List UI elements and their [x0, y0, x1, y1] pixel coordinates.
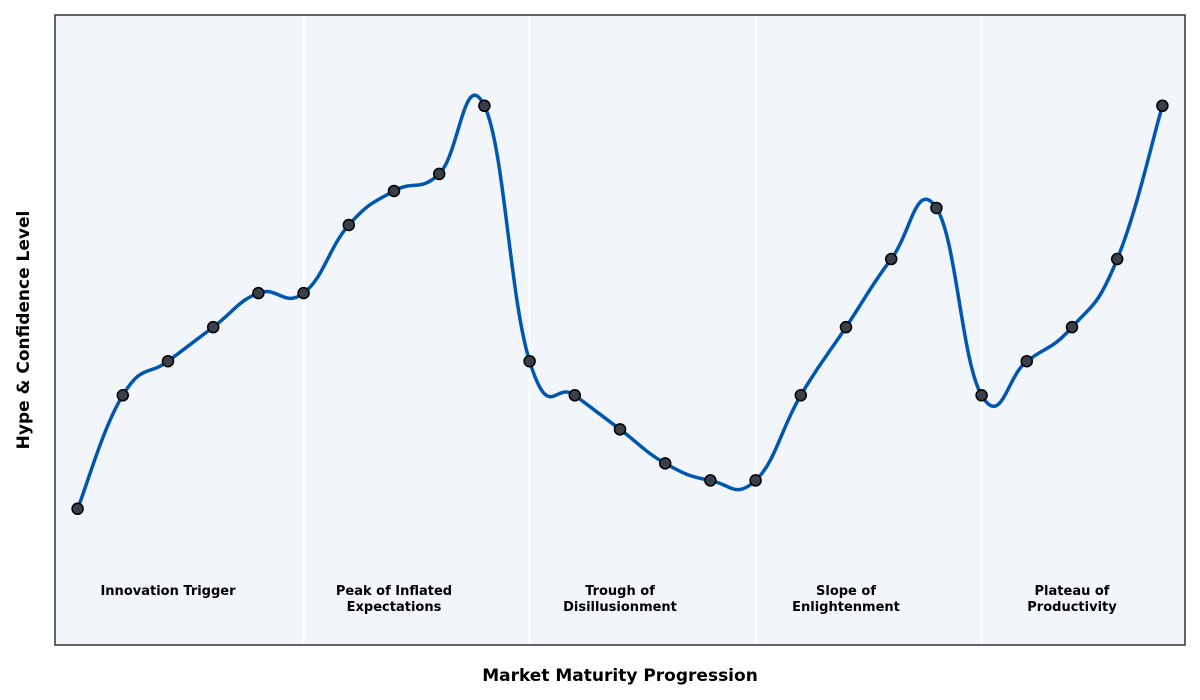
y-axis-label: Hype & Confidence Level: [14, 211, 34, 450]
plot-frame: [54, 14, 1186, 646]
phase-label-5: Plateau of Productivity: [1027, 584, 1117, 615]
phase-labels: Innovation Trigger Peak of Inflated Expect…: [100, 584, 1117, 615]
phase-dividers: [302, 15, 983, 645]
data-point-10: [478, 99, 491, 113]
phase-label-4: Slope of Enlightenment: [792, 584, 900, 615]
data-point-18: [839, 320, 853, 334]
plot-background: [55, 15, 1185, 645]
data-point-24: [1110, 252, 1124, 266]
data-point-19: [884, 252, 898, 266]
data-point-22: [1020, 354, 1034, 368]
data-point-13: [613, 423, 627, 436]
data-point-14: [658, 457, 672, 470]
data-point-3: [161, 354, 175, 368]
data-point-1: [71, 502, 84, 516]
data-markers: [71, 99, 1169, 516]
phase-label-3: Trough of Disillusionment: [563, 584, 677, 615]
data-point-5: [252, 286, 265, 300]
x-axis-label: Market Maturity Progression: [482, 666, 758, 686]
data-point-7: [342, 218, 356, 232]
data-point-16: [749, 474, 762, 487]
data-point-4: [206, 320, 220, 334]
phase-label-2: Peak of Inflated Expectations: [336, 584, 452, 615]
data-point-11: [523, 354, 536, 368]
data-point-21: [975, 389, 988, 402]
data-point-8: [387, 184, 401, 198]
data-point-15: [704, 474, 717, 487]
phase-label-1: Innovation Trigger: [100, 584, 236, 599]
data-point-6: [297, 286, 310, 300]
data-point-20: [930, 201, 943, 215]
data-point-12: [568, 389, 582, 402]
data-point-17: [794, 389, 808, 402]
data-point-2: [116, 389, 130, 402]
data-point-9: [432, 167, 446, 181]
data-point-23: [1065, 320, 1079, 334]
data-point-25: [1156, 99, 1169, 113]
